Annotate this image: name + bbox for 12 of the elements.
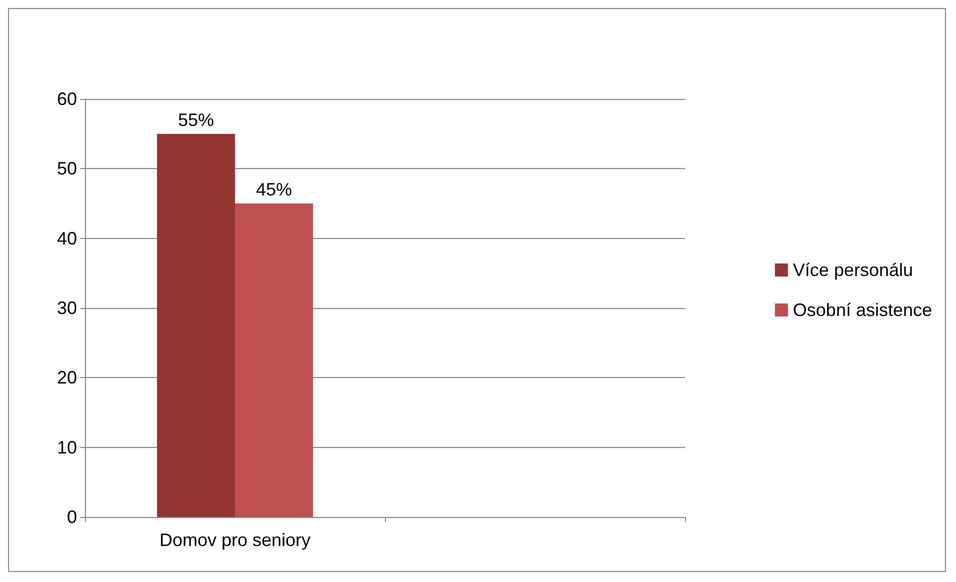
y-tick-label: 10 — [56, 437, 77, 458]
legend-label: Osobní asistence — [792, 300, 932, 320]
y-tick-label: 50 — [56, 158, 77, 179]
y-tick-label: 0 — [66, 507, 77, 527]
data-label: 55% — [178, 110, 214, 130]
legend-label: Více personálu — [792, 260, 913, 280]
x-tick-label: Domov pro seniory — [159, 530, 311, 550]
data-label: 45% — [256, 180, 292, 200]
y-tick-label: 30 — [56, 298, 77, 318]
y-tick-label: 40 — [56, 228, 77, 248]
y-tick-label: 60 — [56, 89, 77, 109]
y-tick-label: 20 — [56, 368, 77, 388]
